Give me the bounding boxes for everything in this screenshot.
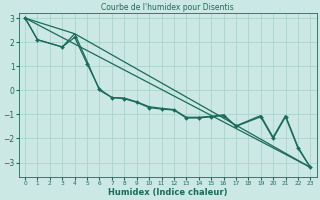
X-axis label: Humidex (Indice chaleur): Humidex (Indice chaleur) bbox=[108, 188, 228, 197]
Title: Courbe de l'humidex pour Disentis: Courbe de l'humidex pour Disentis bbox=[101, 3, 234, 12]
